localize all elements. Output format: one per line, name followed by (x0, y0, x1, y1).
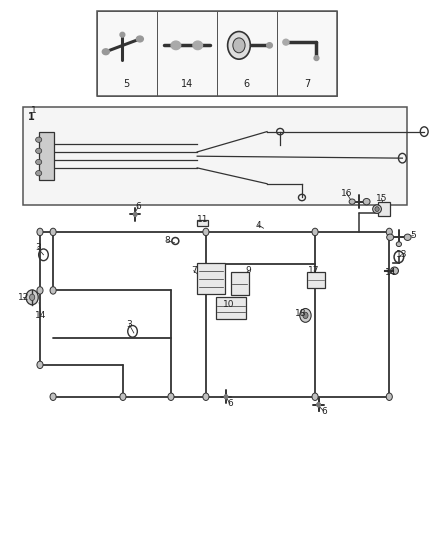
Bar (157, 11, 217, 96)
Text: 11: 11 (197, 215, 208, 224)
Text: 18: 18 (295, 309, 307, 318)
Text: 17: 17 (308, 266, 320, 275)
Text: 3: 3 (127, 320, 132, 329)
Text: 1: 1 (31, 106, 36, 115)
Text: 4: 4 (255, 221, 261, 230)
Ellipse shape (171, 41, 181, 50)
Circle shape (317, 402, 320, 407)
Circle shape (50, 287, 56, 294)
Text: 12: 12 (18, 293, 29, 302)
Circle shape (50, 393, 56, 400)
Ellipse shape (373, 205, 381, 213)
Ellipse shape (120, 33, 125, 37)
Text: 6: 6 (135, 203, 141, 212)
Ellipse shape (35, 137, 42, 142)
Circle shape (26, 290, 38, 305)
Circle shape (300, 309, 311, 322)
Bar (97, 11, 337, 96)
Ellipse shape (391, 267, 399, 274)
Text: 6: 6 (227, 399, 233, 408)
Circle shape (37, 361, 43, 368)
Text: 6: 6 (321, 407, 327, 416)
Bar (22, 107, 407, 205)
Circle shape (37, 228, 43, 236)
Text: 5: 5 (410, 231, 416, 240)
Text: 7: 7 (191, 266, 197, 275)
Circle shape (303, 312, 308, 319)
Ellipse shape (35, 171, 42, 176)
Ellipse shape (387, 234, 394, 240)
Text: 10: 10 (223, 300, 234, 309)
Ellipse shape (193, 41, 202, 50)
Circle shape (386, 228, 392, 236)
Bar (217, 11, 277, 96)
Circle shape (37, 287, 43, 294)
Ellipse shape (396, 242, 402, 247)
Circle shape (228, 31, 251, 59)
Bar (231, 272, 249, 295)
Bar (277, 11, 337, 96)
Bar (97, 11, 157, 96)
Ellipse shape (314, 56, 319, 61)
Text: 9: 9 (246, 266, 251, 275)
Text: 16: 16 (341, 189, 352, 198)
Text: 6: 6 (244, 79, 250, 90)
Circle shape (120, 393, 126, 400)
Circle shape (233, 38, 245, 53)
Text: 14: 14 (180, 79, 193, 90)
Text: 14: 14 (385, 269, 396, 277)
Ellipse shape (102, 49, 110, 55)
Ellipse shape (267, 43, 272, 48)
Bar (307, 272, 325, 288)
Text: 1: 1 (28, 112, 35, 123)
Circle shape (312, 228, 318, 236)
Ellipse shape (35, 159, 42, 165)
Text: 5: 5 (124, 79, 130, 90)
Bar (197, 220, 208, 225)
Circle shape (168, 393, 174, 400)
Ellipse shape (283, 39, 289, 45)
Ellipse shape (349, 199, 355, 204)
Ellipse shape (375, 207, 379, 212)
Circle shape (224, 395, 228, 399)
Text: 7: 7 (304, 79, 310, 90)
Text: 14: 14 (35, 311, 46, 320)
Circle shape (312, 393, 318, 400)
Ellipse shape (404, 234, 411, 240)
Bar (197, 263, 225, 294)
Text: 13: 13 (396, 251, 407, 260)
Circle shape (317, 403, 320, 407)
Text: 3: 3 (35, 244, 41, 253)
Text: 15: 15 (376, 194, 387, 203)
Bar (216, 297, 246, 319)
Ellipse shape (136, 36, 143, 42)
Ellipse shape (35, 148, 42, 154)
Circle shape (50, 228, 56, 236)
Circle shape (203, 393, 209, 400)
Ellipse shape (363, 198, 370, 205)
Circle shape (203, 228, 209, 236)
Bar (39, 132, 54, 180)
Circle shape (386, 393, 392, 400)
Bar (378, 203, 390, 216)
Circle shape (29, 294, 35, 301)
Text: 8: 8 (165, 237, 170, 246)
Circle shape (134, 212, 137, 216)
